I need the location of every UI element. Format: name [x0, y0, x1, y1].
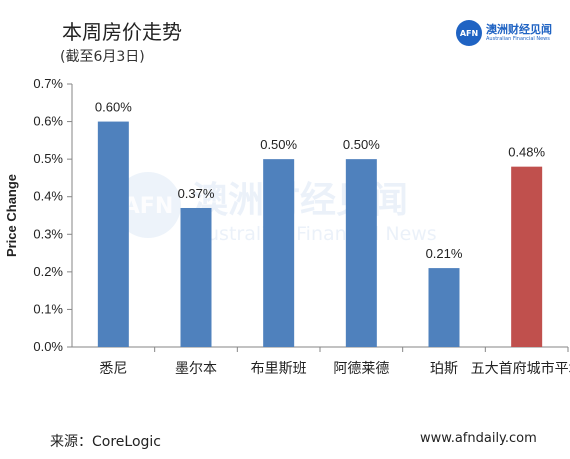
y-tick-label: 0.3%	[33, 226, 63, 241]
y-tick-label: 0.4%	[33, 189, 63, 204]
y-tick-label: 0.5%	[33, 151, 63, 166]
afn-logo-icon: AFN	[456, 20, 482, 46]
x-tick-label: 墨尔本	[175, 361, 217, 377]
watermark-logo-icon	[115, 172, 181, 238]
x-tick-label: 珀斯	[430, 361, 458, 377]
bar	[180, 207, 212, 347]
y-tick-label: 0.2%	[33, 264, 63, 279]
watermark-logo-text: AFN	[123, 194, 173, 219]
data-label: 0.60%	[95, 100, 132, 115]
brand-name-cn: 澳洲财经见闻	[486, 23, 552, 36]
brand-text: 澳洲财经见闻 Australian Financial News	[486, 24, 552, 42]
data-label: 0.37%	[178, 186, 215, 201]
bar	[345, 159, 377, 347]
y-tick-label: 0.0%	[33, 339, 63, 354]
y-tick-label: 0.7%	[33, 76, 63, 91]
bar	[263, 159, 295, 347]
source-note: 来源：CoreLogic	[50, 434, 161, 450]
bar	[511, 166, 543, 347]
x-tick-label: 悉尼	[99, 361, 127, 377]
y-tick-label: 0.1%	[33, 301, 63, 316]
x-tick-label: 阿德莱德	[333, 361, 389, 377]
data-label: 0.21%	[426, 246, 463, 261]
x-tick-label: 五大首府城市平均	[471, 360, 570, 377]
y-axis-title: Price Change	[4, 174, 19, 257]
data-label: 0.50%	[260, 137, 297, 152]
data-label: 0.48%	[508, 145, 545, 160]
chart-subtitle: (截至6月3日)	[60, 49, 145, 65]
bar	[97, 121, 129, 347]
x-tick-label: 布里斯班	[251, 361, 307, 377]
website-url: www.afndaily.com	[420, 431, 537, 446]
brand-name-en: Australian Financial News	[486, 36, 550, 42]
chart-title: 本周房价走势	[62, 20, 182, 44]
y-tick-label: 0.6%	[33, 114, 63, 129]
brand-logo-block: AFN 澳洲财经见闻 Australian Financial News	[456, 20, 552, 46]
watermark-en: Australian Financial News	[194, 223, 437, 245]
bar	[428, 268, 460, 347]
data-label: 0.50%	[343, 137, 380, 152]
